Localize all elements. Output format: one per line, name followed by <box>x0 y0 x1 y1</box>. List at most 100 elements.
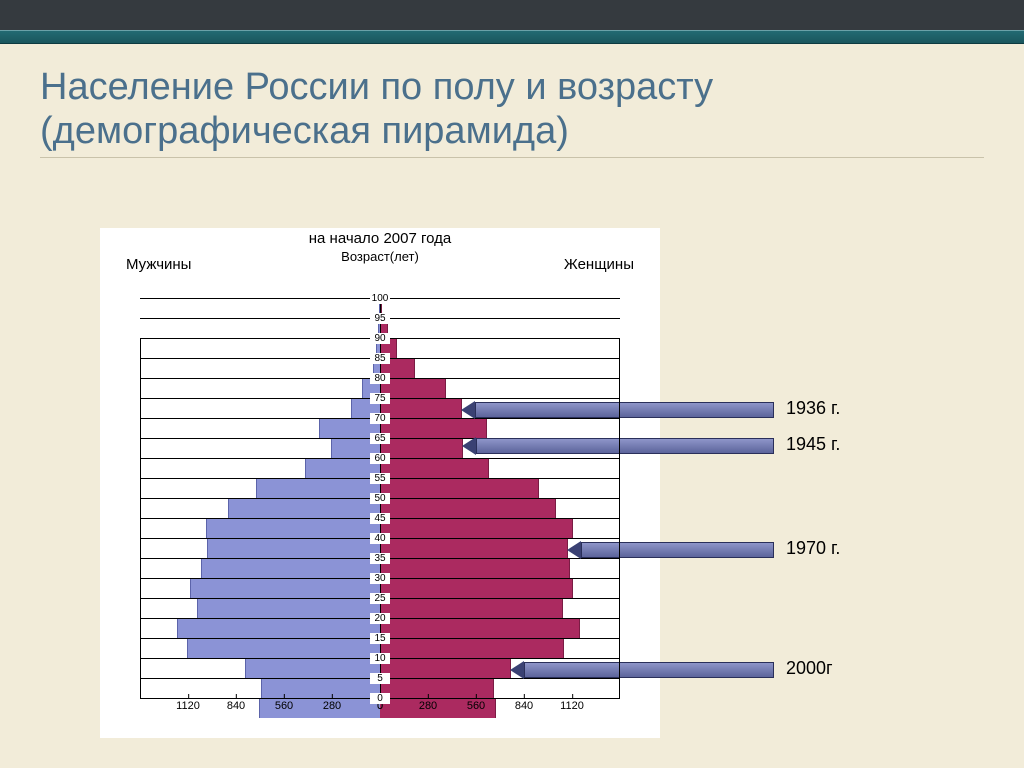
female-bar <box>380 639 564 658</box>
grid-row <box>140 458 380 478</box>
grid-row <box>380 638 620 658</box>
grid-row <box>140 398 380 418</box>
grid-row <box>140 338 380 358</box>
grid-row <box>380 418 620 438</box>
female-bar <box>380 459 489 478</box>
age-tick-label: 10 <box>370 653 390 664</box>
grid-row <box>140 498 380 518</box>
male-bar <box>206 519 380 538</box>
male-bar <box>201 559 380 578</box>
annotation-arrow <box>510 660 774 680</box>
grid-row <box>140 298 380 318</box>
female-bar <box>380 399 462 418</box>
age-tick-label: 100 <box>370 293 390 304</box>
grid-row <box>380 298 620 318</box>
grid-row <box>380 498 620 518</box>
arrow-body <box>475 402 774 418</box>
x-tick-label: 840 <box>227 700 245 712</box>
x-tick-label: 1120 <box>560 700 584 712</box>
annotation-arrow <box>567 540 774 560</box>
age-tick-label: 55 <box>370 473 390 484</box>
age-tick-label: 0 <box>370 693 390 704</box>
male-bar <box>197 599 380 618</box>
x-tick-label: 560 <box>275 700 293 712</box>
female-bar <box>380 539 568 558</box>
arrow-body <box>581 542 774 558</box>
age-tick-label: 80 <box>370 373 390 384</box>
x-tick-label: 280 <box>323 700 341 712</box>
female-bar <box>380 479 539 498</box>
grid-row <box>140 438 380 458</box>
grid-row <box>380 518 620 538</box>
slide-title: Население России по полу и возрасту (дем… <box>40 66 984 153</box>
arrow-body <box>524 662 774 678</box>
annotation-label: 1936 г. <box>786 398 840 419</box>
arrow-head-icon <box>462 437 476 455</box>
grid-row <box>380 558 620 578</box>
grid-row <box>140 678 380 698</box>
slide-top-bar <box>0 0 1024 44</box>
male-bar <box>228 499 380 518</box>
grid-row <box>140 618 380 638</box>
age-tick-label: 15 <box>370 633 390 644</box>
grid-row <box>380 678 620 698</box>
x-tick-label: 280 <box>419 700 437 712</box>
female-bar <box>380 439 463 458</box>
female-bar <box>380 559 570 578</box>
grid-row <box>380 598 620 618</box>
age-tick-label: 70 <box>370 413 390 424</box>
age-tick-label: 35 <box>370 553 390 564</box>
grid-row <box>380 478 620 498</box>
grid-row <box>380 618 620 638</box>
age-tick-label: 20 <box>370 613 390 624</box>
male-half <box>140 298 380 698</box>
grid-row <box>140 378 380 398</box>
male-bar <box>245 659 380 678</box>
male-bar <box>190 579 380 598</box>
annotation-label: 2000г <box>786 658 833 679</box>
age-tick-label: 65 <box>370 433 390 444</box>
age-tick-label: 85 <box>370 353 390 364</box>
age-tick-label: 95 <box>370 313 390 324</box>
male-bar <box>207 539 380 558</box>
female-bar <box>380 659 511 678</box>
male-bar <box>261 679 380 698</box>
grid-row <box>140 538 380 558</box>
female-half <box>380 298 620 698</box>
annotation-label: 1945 г. <box>786 434 840 455</box>
x-tick-label: 840 <box>515 700 533 712</box>
female-bar <box>380 679 494 698</box>
female-bar <box>380 619 580 638</box>
age-tick-label: 40 <box>370 533 390 544</box>
age-tick-label: 60 <box>370 453 390 464</box>
grid-row <box>140 418 380 438</box>
male-bar <box>177 619 380 638</box>
left-frame <box>140 338 141 698</box>
female-label: Женщины <box>564 256 634 273</box>
female-bar <box>380 579 573 598</box>
arrow-head-icon <box>461 401 475 419</box>
age-tick-label: 75 <box>370 393 390 404</box>
grid-row <box>140 558 380 578</box>
chart-subtitle: на начало 2007 года <box>100 228 660 247</box>
age-tick-label: 90 <box>370 333 390 344</box>
title-rule <box>40 157 984 158</box>
male-bar <box>187 639 380 658</box>
grid-row <box>140 658 380 678</box>
grid-row <box>140 478 380 498</box>
grid-row <box>140 318 380 338</box>
grid-row <box>380 318 620 338</box>
male-bar <box>305 459 380 478</box>
grid-row <box>140 358 380 378</box>
arrow-body <box>476 438 774 454</box>
female-bar <box>380 499 556 518</box>
grid-row <box>140 518 380 538</box>
grid-row <box>380 578 620 598</box>
arrow-head-icon <box>510 661 524 679</box>
age-tick-label: 45 <box>370 513 390 524</box>
female-bar <box>380 519 573 538</box>
x-tick-label: 1120 <box>176 700 200 712</box>
age-tick-label: 50 <box>370 493 390 504</box>
arrow-head-icon <box>567 541 581 559</box>
annotation-arrow <box>461 400 774 420</box>
